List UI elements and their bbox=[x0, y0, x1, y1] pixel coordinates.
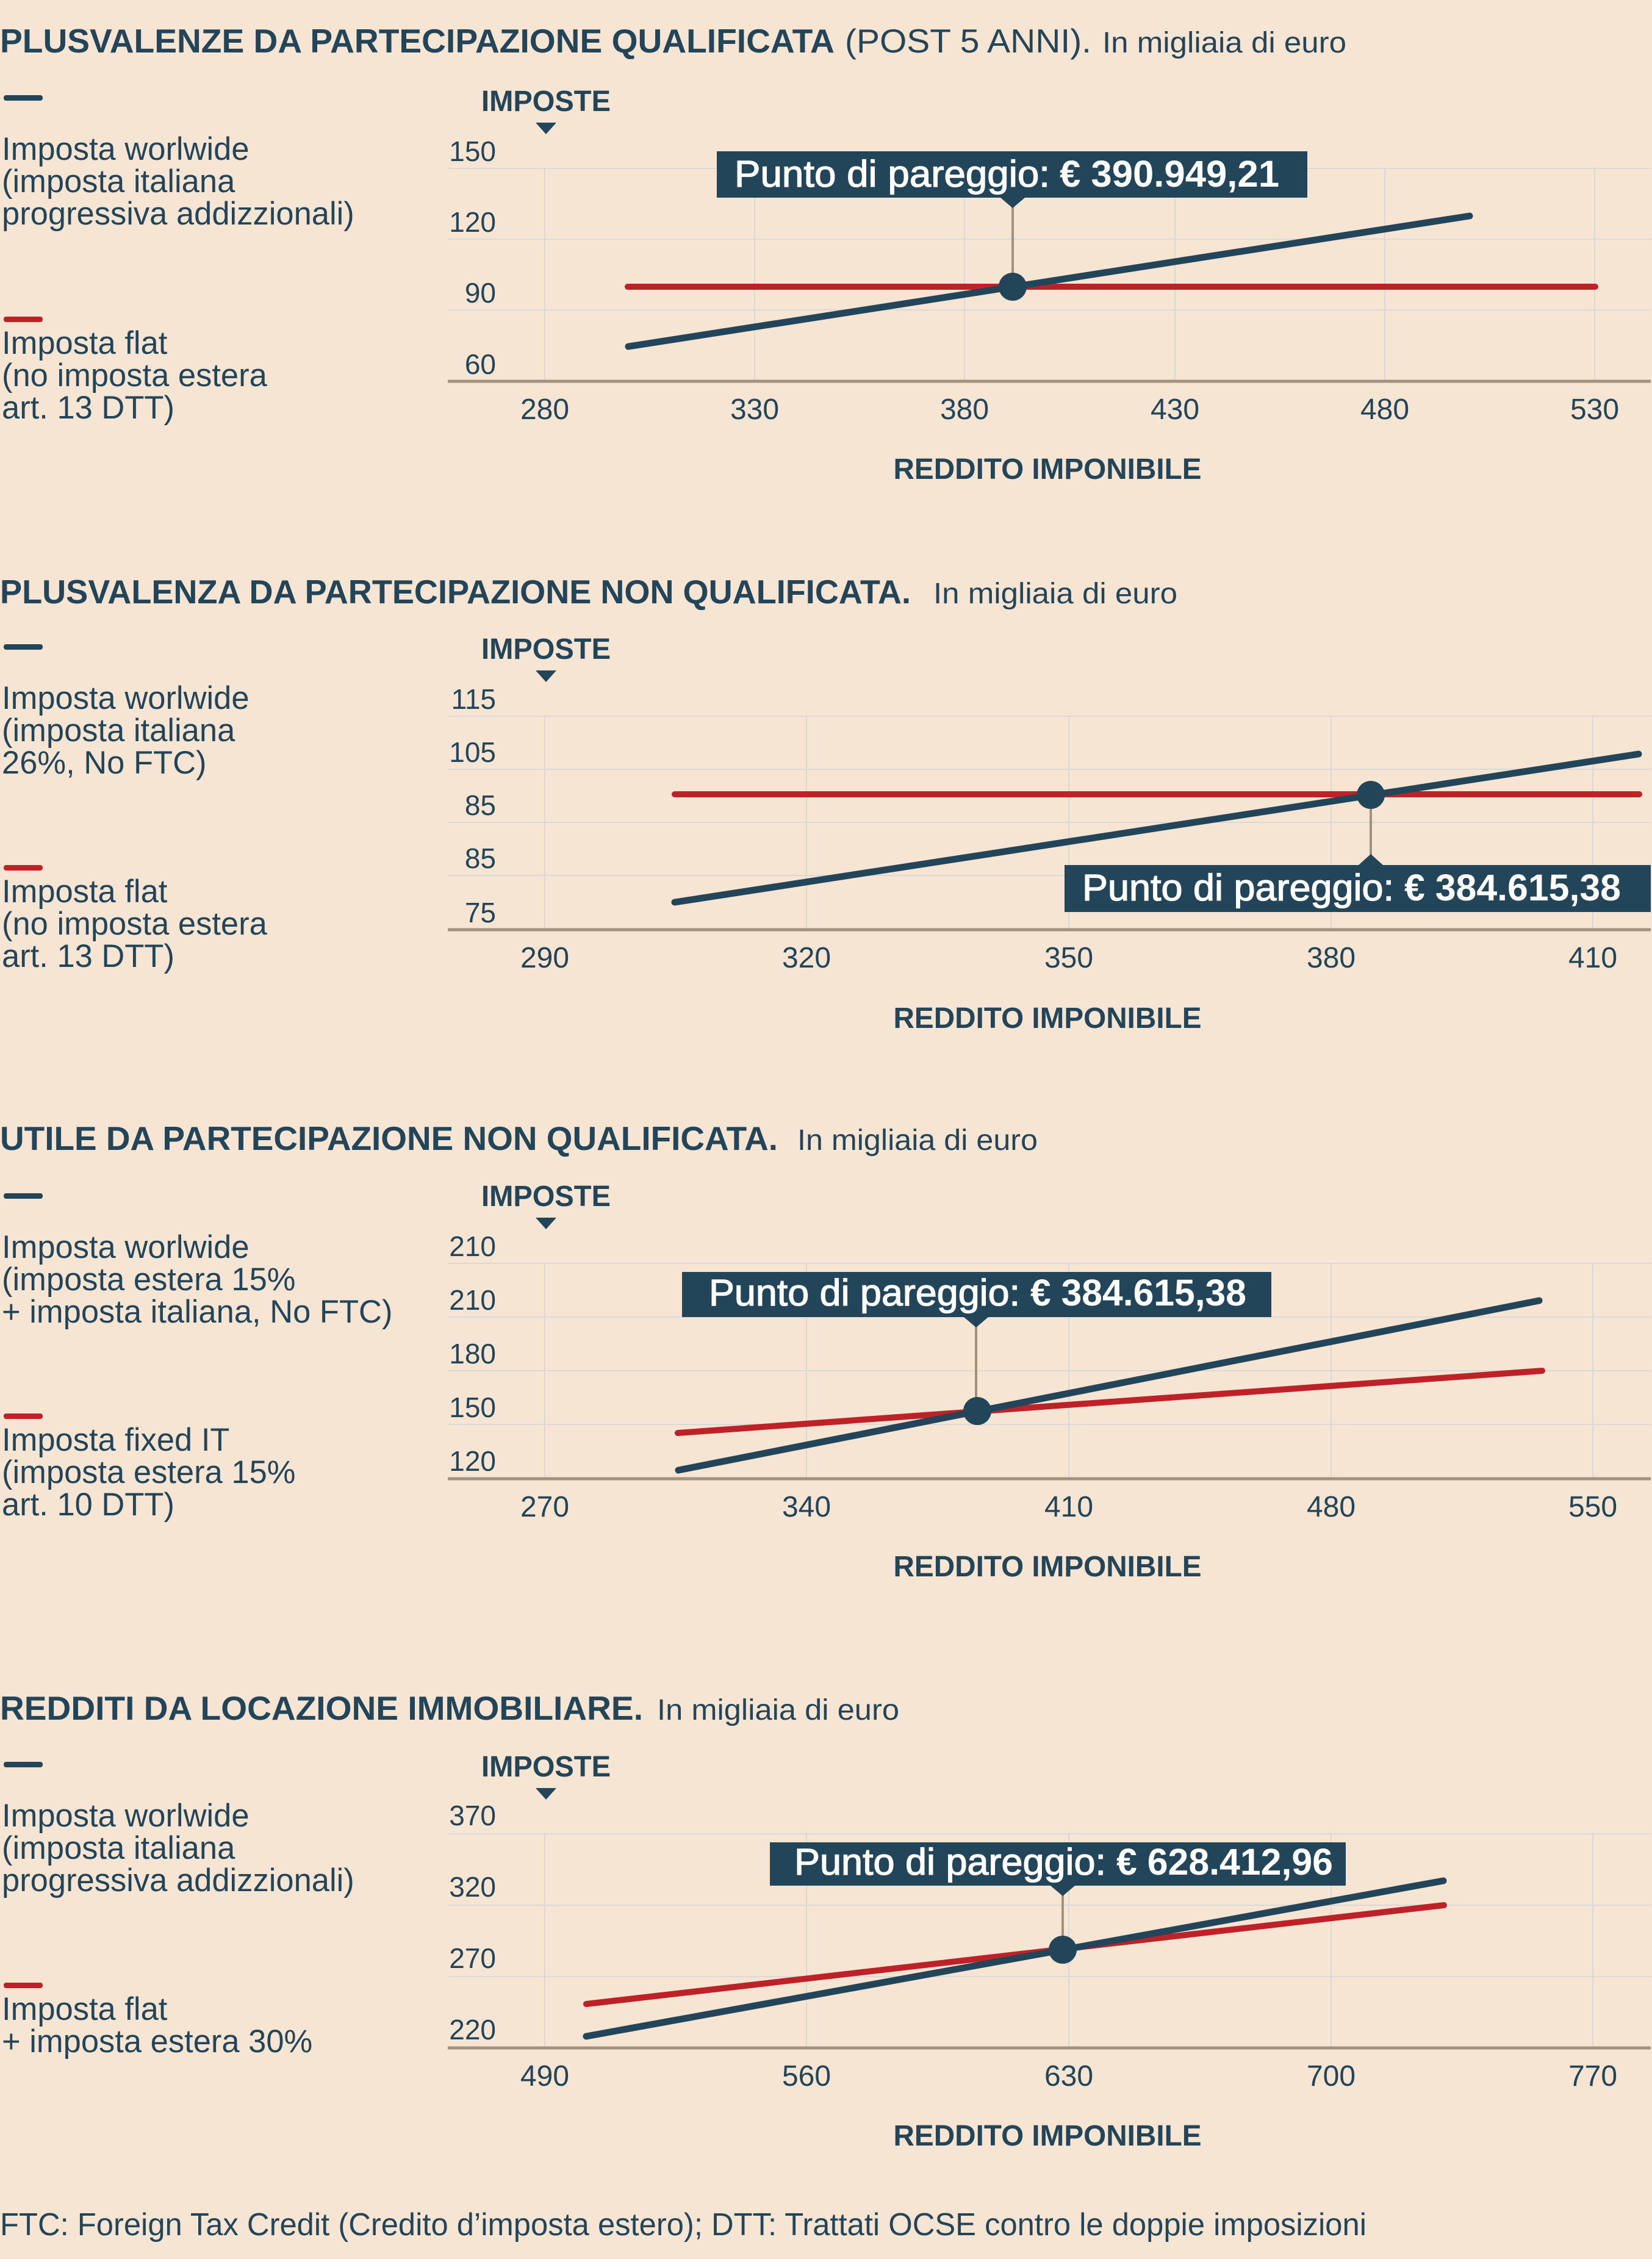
svg-text:IMPOSTE: IMPOSTE bbox=[481, 85, 611, 118]
svg-text:Imposta worlwide: Imposta worlwide bbox=[2, 680, 250, 716]
svg-text:85: 85 bbox=[465, 842, 496, 874]
svg-text:210: 210 bbox=[449, 1284, 496, 1316]
svg-text:Imposta worlwide: Imposta worlwide bbox=[2, 1229, 250, 1265]
svg-text:IMPOSTE: IMPOSTE bbox=[481, 1180, 611, 1213]
svg-text:180: 180 bbox=[449, 1338, 496, 1370]
svg-text:770: 770 bbox=[1568, 2060, 1617, 2092]
svg-text:REDDITO IMPONIBILE: REDDITO IMPONIBILE bbox=[894, 453, 1202, 486]
svg-text:€ 384.615,38: € 384.615,38 bbox=[1030, 1272, 1246, 1313]
svg-text:(no imposta estera: (no imposta estera bbox=[2, 906, 268, 942]
svg-text:560: 560 bbox=[782, 2060, 831, 2092]
svg-text:320: 320 bbox=[449, 1871, 496, 1903]
svg-text:art. 13 DTT): art. 13 DTT) bbox=[2, 390, 174, 426]
svg-text:REDDITO IMPONIBILE: REDDITO IMPONIBILE bbox=[894, 1002, 1202, 1035]
svg-text:150: 150 bbox=[449, 135, 496, 167]
svg-text:380: 380 bbox=[1307, 942, 1356, 974]
svg-text:340: 340 bbox=[782, 1491, 831, 1523]
svg-text:270: 270 bbox=[449, 1942, 496, 1974]
svg-text:Imposta worlwide: Imposta worlwide bbox=[2, 131, 250, 167]
svg-text:REDDITO IMPONIBILE: REDDITO IMPONIBILE bbox=[894, 2120, 1202, 2152]
svg-text:480: 480 bbox=[1307, 1491, 1356, 1523]
svg-text:(imposta italiana: (imposta italiana bbox=[2, 163, 235, 199]
svg-text:€ 390.949,21: € 390.949,21 bbox=[1060, 153, 1279, 195]
svg-text:In migliaia di euro: In migliaia di euro bbox=[657, 1694, 899, 1726]
svg-text:60: 60 bbox=[465, 348, 496, 380]
svg-text:490: 490 bbox=[520, 2060, 569, 2092]
svg-text:480: 480 bbox=[1360, 393, 1409, 426]
svg-text:Imposta flat: Imposta flat bbox=[2, 325, 168, 361]
svg-text:REDDITO IMPONIBILE: REDDITO IMPONIBILE bbox=[894, 1551, 1202, 1583]
svg-text:€ 384.615,38: € 384.615,38 bbox=[1404, 867, 1621, 908]
svg-text:(POST 5 ANNI).: (POST 5 ANNI). bbox=[845, 22, 1091, 60]
svg-text:290: 290 bbox=[520, 942, 569, 974]
svg-text:IMPOSTE: IMPOSTE bbox=[481, 1751, 611, 1783]
svg-text:€ 628.412,96: € 628.412,96 bbox=[1116, 1841, 1333, 1883]
svg-text:75: 75 bbox=[465, 897, 496, 928]
svg-text:120: 120 bbox=[449, 1445, 496, 1477]
svg-text:In migliaia di euro: In migliaia di euro bbox=[933, 578, 1177, 610]
svg-text:270: 270 bbox=[520, 1491, 569, 1523]
svg-text:150: 150 bbox=[449, 1392, 496, 1423]
svg-text:105: 105 bbox=[449, 736, 496, 768]
svg-text:Punto di pareggio:: Punto di pareggio: bbox=[794, 1841, 1106, 1883]
svg-text:REDDITI DA LOCAZIONE IMMOBILIA: REDDITI DA LOCAZIONE IMMOBILIARE. bbox=[0, 1689, 643, 1727]
svg-text:(no imposta estera: (no imposta estera bbox=[2, 357, 268, 393]
svg-text:380: 380 bbox=[940, 393, 989, 426]
svg-text:(imposta estera 15%: (imposta estera 15% bbox=[2, 1454, 295, 1490]
svg-text:(imposta italiana: (imposta italiana bbox=[2, 713, 235, 749]
svg-text:220: 220 bbox=[449, 2014, 496, 2045]
svg-text:(imposta italiana: (imposta italiana bbox=[2, 1830, 235, 1866]
svg-text:320: 320 bbox=[782, 942, 831, 974]
svg-text:430: 430 bbox=[1151, 393, 1199, 426]
svg-text:210: 210 bbox=[449, 1230, 496, 1262]
svg-text:PLUSVALENZE DA PARTECIPAZIONE: PLUSVALENZE DA PARTECIPAZIONE QUALIFICAT… bbox=[0, 22, 835, 60]
svg-text:90: 90 bbox=[465, 277, 496, 309]
svg-text:330: 330 bbox=[730, 393, 779, 426]
svg-text:art. 10 DTT): art. 10 DTT) bbox=[2, 1487, 174, 1523]
svg-text:410: 410 bbox=[1568, 942, 1617, 974]
svg-text:FTC: Foreign Tax Credit (Credi: FTC: Foreign Tax Credit (Credito d’impos… bbox=[0, 2207, 1366, 2243]
svg-text:120: 120 bbox=[449, 206, 496, 238]
svg-text:Punto di pareggio:: Punto di pareggio: bbox=[734, 153, 1050, 195]
svg-text:IMPOSTE: IMPOSTE bbox=[481, 633, 611, 666]
svg-text:26%, No FTC): 26%, No FTC) bbox=[2, 745, 206, 781]
svg-text:Punto di pareggio:: Punto di pareggio: bbox=[1082, 867, 1394, 908]
svg-text:350: 350 bbox=[1044, 942, 1093, 974]
svg-text:Imposta fixed IT: Imposta fixed IT bbox=[2, 1422, 229, 1458]
svg-text:art. 13 DTT): art. 13 DTT) bbox=[2, 938, 174, 974]
svg-text:630: 630 bbox=[1044, 2060, 1093, 2092]
svg-text:550: 550 bbox=[1568, 1491, 1617, 1523]
svg-text:Imposta flat: Imposta flat bbox=[2, 874, 168, 910]
svg-text:Punto di pareggio:: Punto di pareggio: bbox=[709, 1272, 1020, 1313]
svg-text:progressiva addizzionali): progressiva addizzionali) bbox=[2, 196, 354, 232]
svg-text:(imposta estera 15%: (imposta estera 15% bbox=[2, 1262, 295, 1298]
svg-text:In migliaia di euro: In migliaia di euro bbox=[1102, 27, 1346, 59]
svg-text:UTILE DA PARTECIPAZIONE NON QU: UTILE DA PARTECIPAZIONE NON QUALIFICATA. bbox=[0, 1119, 778, 1157]
svg-text:Imposta worlwide: Imposta worlwide bbox=[2, 1798, 250, 1834]
svg-text:+ imposta italiana, No FTC): + imposta italiana, No FTC) bbox=[2, 1294, 392, 1330]
svg-text:700: 700 bbox=[1307, 2060, 1356, 2092]
svg-text:+ imposta estera 30%: + imposta estera 30% bbox=[2, 2024, 312, 2060]
svg-text:Imposta flat: Imposta flat bbox=[2, 1991, 168, 2027]
svg-text:370: 370 bbox=[449, 1800, 496, 1831]
svg-text:progressiva addizzionali): progressiva addizzionali) bbox=[2, 1862, 354, 1898]
svg-text:410: 410 bbox=[1044, 1491, 1093, 1523]
svg-text:85: 85 bbox=[465, 789, 496, 821]
svg-text:115: 115 bbox=[451, 683, 496, 715]
svg-text:530: 530 bbox=[1570, 393, 1619, 426]
svg-text:280: 280 bbox=[520, 393, 569, 426]
svg-text:PLUSVALENZA DA PARTECIPAZIONE: PLUSVALENZA DA PARTECIPAZIONE NON QUALIF… bbox=[0, 573, 911, 611]
svg-text:In migliaia di euro: In migliaia di euro bbox=[797, 1124, 1038, 1157]
